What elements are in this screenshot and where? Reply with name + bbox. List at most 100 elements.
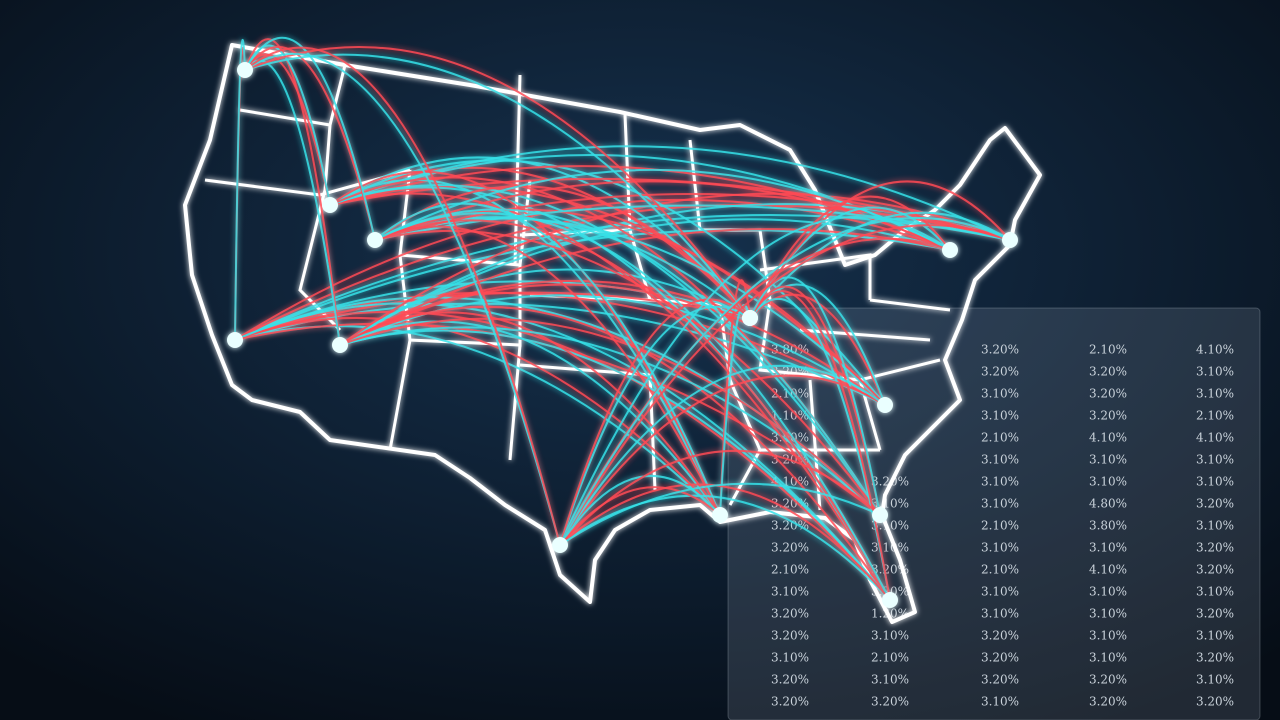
table-cell: 3.10% bbox=[1196, 387, 1234, 401]
flow-line bbox=[234, 229, 951, 341]
table-cell: 3.10% bbox=[981, 475, 1019, 489]
flow-line bbox=[749, 180, 1011, 319]
flow-line bbox=[559, 305, 751, 546]
flow-line bbox=[329, 166, 751, 319]
table-cell: 2.10% bbox=[1196, 409, 1234, 423]
flow-line bbox=[329, 170, 721, 516]
table-cell: 3.20% bbox=[771, 673, 809, 687]
hub-node bbox=[322, 197, 338, 213]
flow-line bbox=[329, 156, 751, 319]
flow-line bbox=[559, 216, 951, 546]
hub-node bbox=[552, 537, 568, 553]
table-cell: 3.20% bbox=[771, 695, 809, 709]
table-cell: 3.20% bbox=[981, 673, 1019, 687]
flow-line bbox=[339, 294, 886, 406]
table-cell: 3.10% bbox=[1089, 475, 1127, 489]
table-cell: 3.20% bbox=[1089, 387, 1127, 401]
table-cell: 3.20% bbox=[771, 629, 809, 643]
flow-line bbox=[374, 217, 886, 406]
table-cell: 4.10% bbox=[1196, 431, 1234, 445]
hub-node bbox=[332, 337, 348, 353]
hub-node bbox=[237, 62, 253, 78]
hub-node bbox=[872, 507, 888, 523]
table-cell: 2.10% bbox=[981, 519, 1019, 533]
flow-line bbox=[749, 290, 891, 601]
table-cell: 4.10% bbox=[1089, 431, 1127, 445]
table-cell: 3.20% bbox=[771, 607, 809, 621]
table-cell: 3.10% bbox=[981, 497, 1019, 511]
flow-line bbox=[329, 145, 1011, 241]
table-cell: 3.10% bbox=[981, 541, 1019, 555]
table-cell: 3.20% bbox=[1196, 651, 1234, 665]
table-cell: 3.10% bbox=[771, 651, 809, 665]
hub-node bbox=[712, 507, 728, 523]
flow-line bbox=[339, 329, 891, 601]
table-cell: 3.10% bbox=[1089, 453, 1127, 467]
table-cell: 3.20% bbox=[981, 343, 1019, 357]
flow-line bbox=[559, 217, 1011, 546]
table-cell: 3.10% bbox=[1196, 629, 1234, 643]
flow-line bbox=[339, 320, 721, 516]
flow-line bbox=[559, 494, 891, 601]
table-cell: 3.80% bbox=[1089, 519, 1127, 533]
flow-line bbox=[339, 283, 886, 406]
table-cell: 3.10% bbox=[981, 409, 1019, 423]
flow-line bbox=[559, 474, 721, 546]
flow-line bbox=[749, 276, 881, 516]
table-cell: 2.10% bbox=[871, 651, 909, 665]
flow-line bbox=[234, 198, 951, 341]
table-cell: 3.20% bbox=[871, 563, 909, 577]
flow-line bbox=[244, 38, 341, 346]
flow-line bbox=[244, 45, 376, 241]
flow-line bbox=[559, 374, 886, 546]
table-cell: 3.20% bbox=[1196, 607, 1234, 621]
flow-line bbox=[374, 225, 721, 516]
us-map bbox=[183, 36, 1042, 624]
table-cell: 3.10% bbox=[981, 585, 1019, 599]
table-cell: 3.10% bbox=[981, 453, 1019, 467]
flow-line bbox=[559, 364, 886, 546]
flow-line bbox=[329, 185, 886, 406]
hub-node bbox=[742, 310, 758, 326]
flow-line bbox=[339, 192, 1011, 346]
table-cell: 3.10% bbox=[1196, 453, 1234, 467]
flow-line bbox=[234, 310, 891, 601]
table-cell: 3.20% bbox=[1196, 497, 1234, 511]
table-cell: 3.20% bbox=[1089, 673, 1127, 687]
table-cell: 3.20% bbox=[1089, 409, 1127, 423]
flow-line bbox=[559, 483, 891, 601]
table-cell: 3.20% bbox=[981, 651, 1019, 665]
table-cell: 3.10% bbox=[871, 497, 909, 511]
table-cell: 3.10% bbox=[1089, 607, 1127, 621]
table-cell: 3.10% bbox=[771, 585, 809, 599]
table-cell: 3.10% bbox=[1089, 541, 1127, 555]
flow-line bbox=[244, 52, 561, 546]
table-cell: 2.10% bbox=[771, 563, 809, 577]
flow-line bbox=[374, 229, 881, 516]
hub-node bbox=[942, 242, 958, 258]
table-cell: 3.20% bbox=[1196, 695, 1234, 709]
flow-line bbox=[329, 192, 891, 601]
table-cell: 3.20% bbox=[871, 695, 909, 709]
table-cell: 2.10% bbox=[981, 431, 1019, 445]
table-cell: 3.10% bbox=[1196, 519, 1234, 533]
hub-node bbox=[227, 332, 243, 348]
us-outline bbox=[183, 43, 1042, 624]
flow-line bbox=[559, 224, 1011, 546]
table-cell: 3.10% bbox=[871, 629, 909, 643]
table-cell: 3.10% bbox=[981, 695, 1019, 709]
flow-line bbox=[339, 317, 881, 516]
table-cell: 4.10% bbox=[1196, 343, 1234, 357]
table-cell: 3.10% bbox=[1089, 651, 1127, 665]
table-cell: 4.10% bbox=[1089, 563, 1127, 577]
flow-line bbox=[559, 486, 721, 546]
hub-node bbox=[882, 592, 898, 608]
table-cell: 3.20% bbox=[771, 541, 809, 555]
flow-line bbox=[244, 46, 561, 546]
table-cell: 3.10% bbox=[1196, 365, 1234, 379]
table-cell: 3.20% bbox=[1196, 541, 1234, 555]
table-cell: 3.10% bbox=[1089, 629, 1127, 643]
flow-line bbox=[339, 311, 721, 516]
